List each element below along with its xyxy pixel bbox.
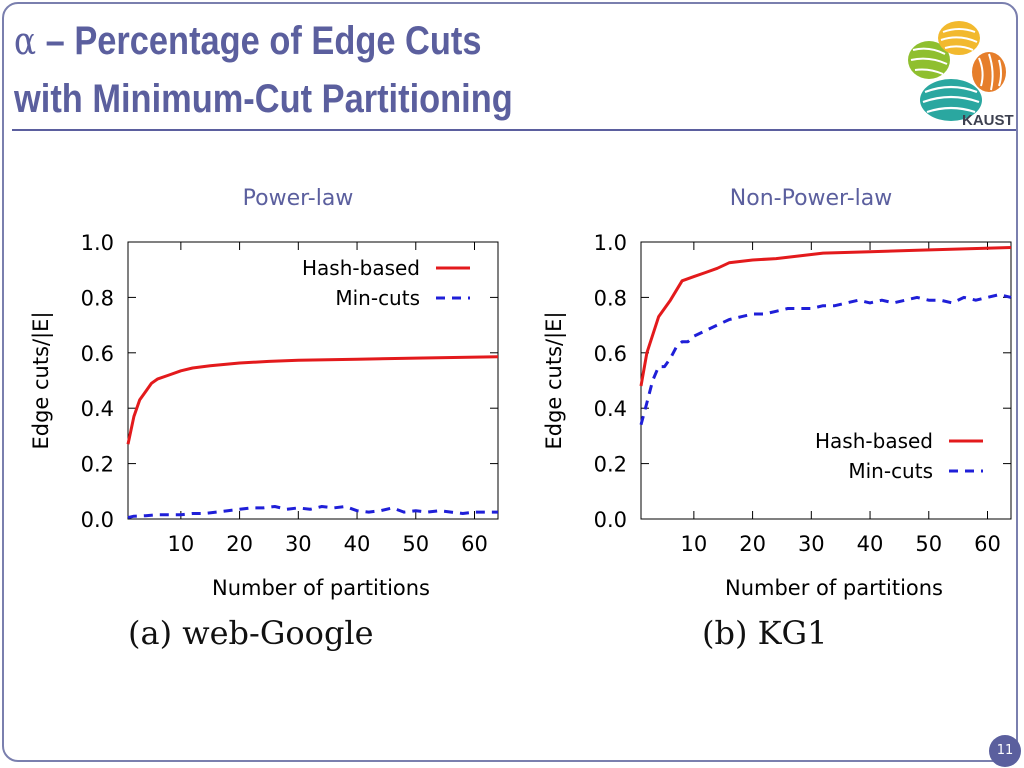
chart-title: Non-Power-law (730, 186, 892, 211)
title-line-2: with Minimum-Cut Partitioning (14, 77, 513, 121)
x-tick-label: 10 (167, 532, 194, 556)
logo-text: KAUST (962, 112, 1014, 129)
y-tick-label: 1.0 (81, 231, 114, 255)
y-tick-label: 0.2 (81, 453, 114, 477)
y-axis-label: Edge cuts/|E| (542, 311, 567, 449)
plot-frame (640, 241, 1012, 520)
series-line-min-cuts (639, 293, 1012, 426)
legend-label-hash-based: Hash-based (302, 256, 420, 280)
series-line-min-cuts (127, 505, 498, 520)
x-tick-label: 50 (402, 532, 429, 556)
title-divider (12, 129, 1016, 131)
legend-label-min-cuts: Min-cuts (335, 286, 420, 310)
legend-label-min-cuts: Min-cuts (848, 459, 933, 483)
page-number-badge: 11 (989, 735, 1021, 767)
title-line-1: α – Percentage of Edge Cuts (14, 12, 513, 70)
y-tick-label: 0.2 (594, 453, 627, 477)
chart-power-law-svg: Power-law 0.0 0.2 0.4 0.6 0.8 1.0 10 20 30 40 50 60 N… (29, 186, 499, 600)
x-axis-label: Number of partitions (725, 576, 943, 600)
y-tick-label: 0.6 (594, 342, 627, 366)
chart-non-power-law-svg: Non-Power-law 0.0 0.2 0.4 0.6 0.8 1.0 10 20 30 40 5… (542, 186, 1012, 600)
x-tick-label: 50 (915, 532, 942, 556)
caption-b: (b) KG1 (702, 614, 828, 652)
series-line-hash-based (126, 355, 499, 445)
chart-title: Power-law (243, 186, 354, 211)
y-tick-label: 0.4 (81, 397, 114, 421)
x-tick-label: 40 (344, 532, 371, 556)
y-axis-label: Edge cuts/|E| (29, 311, 54, 449)
x-tick-label: 20 (226, 532, 253, 556)
y-tick-label: 1.0 (594, 231, 627, 255)
slide-title: α – Percentage of Edge Cuts with Minimum… (14, 12, 513, 128)
x-tick-label: 10 (680, 532, 707, 556)
y-tick-label: 0.8 (594, 286, 627, 310)
x-axis-label: Number of partitions (212, 576, 430, 600)
x-tick-label: 30 (285, 532, 312, 556)
x-tick-label: 40 (857, 532, 884, 556)
y-tick-label: 0.4 (594, 397, 627, 421)
alpha-symbol: α (14, 19, 37, 63)
kaust-logo-icon (908, 21, 1006, 121)
y-tick-label: 0.8 (81, 286, 114, 310)
chart-non-power-law: Non-Power-law 0.0 0.2 0.4 0.6 0.8 1.0 10 20 30 40 5… (521, 174, 1016, 614)
x-tick-label: 30 (798, 532, 825, 556)
caption-a: (a) web-Google (128, 614, 374, 652)
title-line-1-text: – Percentage of Edge Cuts (36, 19, 482, 63)
y-tick-label: 0.0 (594, 508, 627, 532)
x-tick-label: 60 (461, 532, 488, 556)
x-tick-label: 60 (974, 532, 1001, 556)
plot-frame (127, 241, 499, 520)
legend-label-hash-based: Hash-based (815, 429, 933, 453)
y-tick-label: 0.0 (81, 508, 114, 532)
chart-power-law: Power-law 0.0 0.2 0.4 0.6 0.8 1.0 10 20 30 40 50 60 N… (8, 174, 508, 614)
series-line-hash-based (639, 246, 1012, 387)
x-tick-label: 20 (739, 532, 766, 556)
y-tick-label: 0.6 (81, 342, 114, 366)
